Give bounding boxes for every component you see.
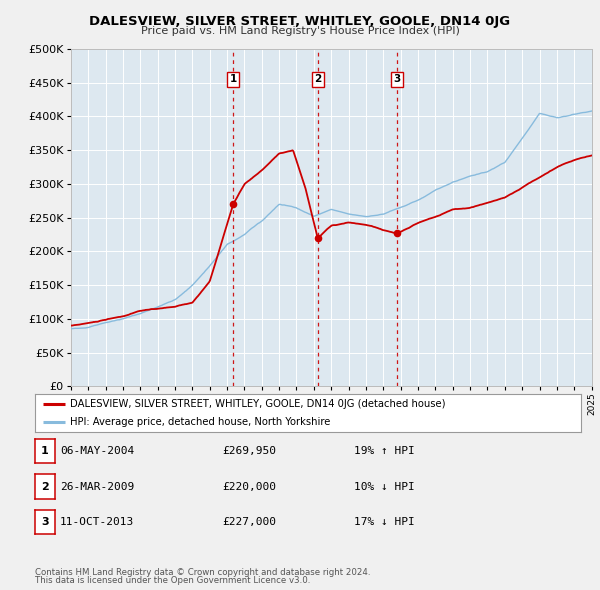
Text: 26-MAR-2009: 26-MAR-2009 <box>60 481 134 491</box>
Text: Price paid vs. HM Land Registry's House Price Index (HPI): Price paid vs. HM Land Registry's House … <box>140 26 460 36</box>
Text: 1: 1 <box>229 74 237 84</box>
Text: £220,000: £220,000 <box>222 481 276 491</box>
Text: 06-MAY-2004: 06-MAY-2004 <box>60 446 134 456</box>
Text: £227,000: £227,000 <box>222 517 276 527</box>
Text: DALESVIEW, SILVER STREET, WHITLEY, GOOLE, DN14 0JG: DALESVIEW, SILVER STREET, WHITLEY, GOOLE… <box>89 15 511 28</box>
Text: 19% ↑ HPI: 19% ↑ HPI <box>354 446 415 456</box>
Text: 11-OCT-2013: 11-OCT-2013 <box>60 517 134 527</box>
Text: 1: 1 <box>41 446 49 456</box>
Text: 2: 2 <box>314 74 322 84</box>
Text: DALESVIEW, SILVER STREET, WHITLEY, GOOLE, DN14 0JG (detached house): DALESVIEW, SILVER STREET, WHITLEY, GOOLE… <box>70 399 446 409</box>
Text: 3: 3 <box>41 517 49 527</box>
Text: This data is licensed under the Open Government Licence v3.0.: This data is licensed under the Open Gov… <box>35 576 310 585</box>
Text: 2: 2 <box>41 481 49 491</box>
Text: HPI: Average price, detached house, North Yorkshire: HPI: Average price, detached house, Nort… <box>70 417 331 427</box>
Text: 3: 3 <box>393 74 400 84</box>
Text: 17% ↓ HPI: 17% ↓ HPI <box>354 517 415 527</box>
Text: 10% ↓ HPI: 10% ↓ HPI <box>354 481 415 491</box>
Text: £269,950: £269,950 <box>222 446 276 456</box>
Text: Contains HM Land Registry data © Crown copyright and database right 2024.: Contains HM Land Registry data © Crown c… <box>35 568 370 577</box>
